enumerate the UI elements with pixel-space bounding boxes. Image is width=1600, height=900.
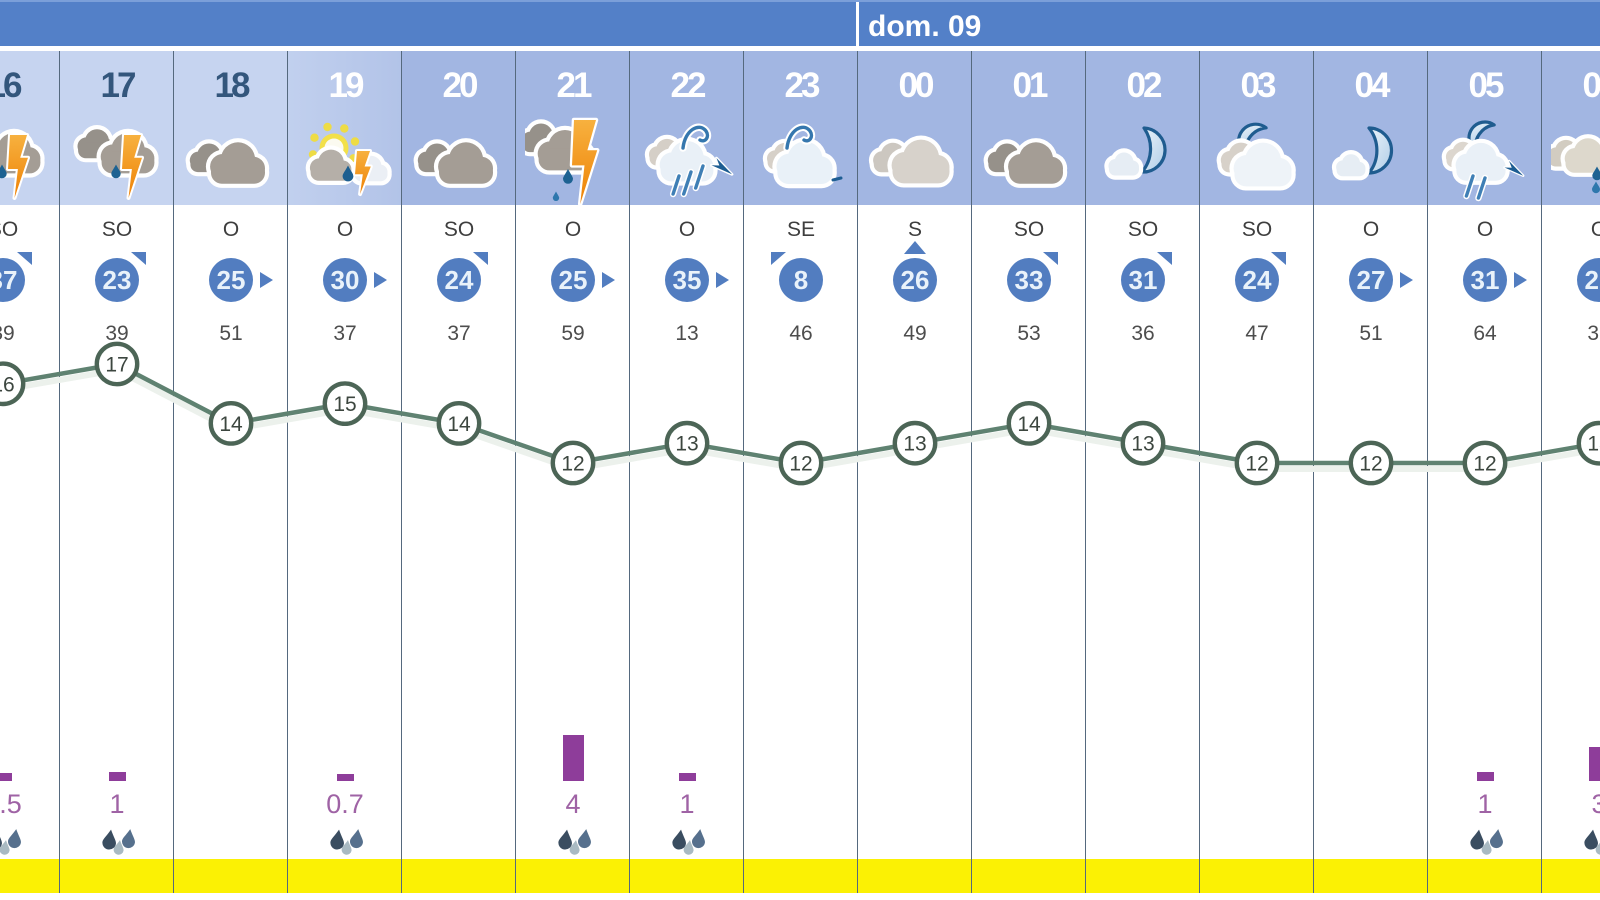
- svg-text:12: 12: [1359, 453, 1382, 476]
- svg-text:13: 13: [675, 433, 698, 456]
- svg-text:12: 12: [1473, 453, 1496, 476]
- svg-text:17: 17: [105, 354, 128, 377]
- svg-text:15: 15: [333, 393, 356, 416]
- svg-text:13: 13: [1131, 433, 1154, 456]
- svg-text:13: 13: [1587, 433, 1600, 456]
- svg-text:14: 14: [219, 413, 243, 436]
- svg-text:12: 12: [1245, 453, 1268, 476]
- svg-text:14: 14: [1017, 413, 1041, 436]
- svg-text:14: 14: [447, 413, 471, 436]
- svg-text:12: 12: [561, 453, 584, 476]
- svg-text:16: 16: [0, 373, 15, 396]
- svg-text:12: 12: [789, 453, 812, 476]
- svg-text:13: 13: [903, 433, 926, 456]
